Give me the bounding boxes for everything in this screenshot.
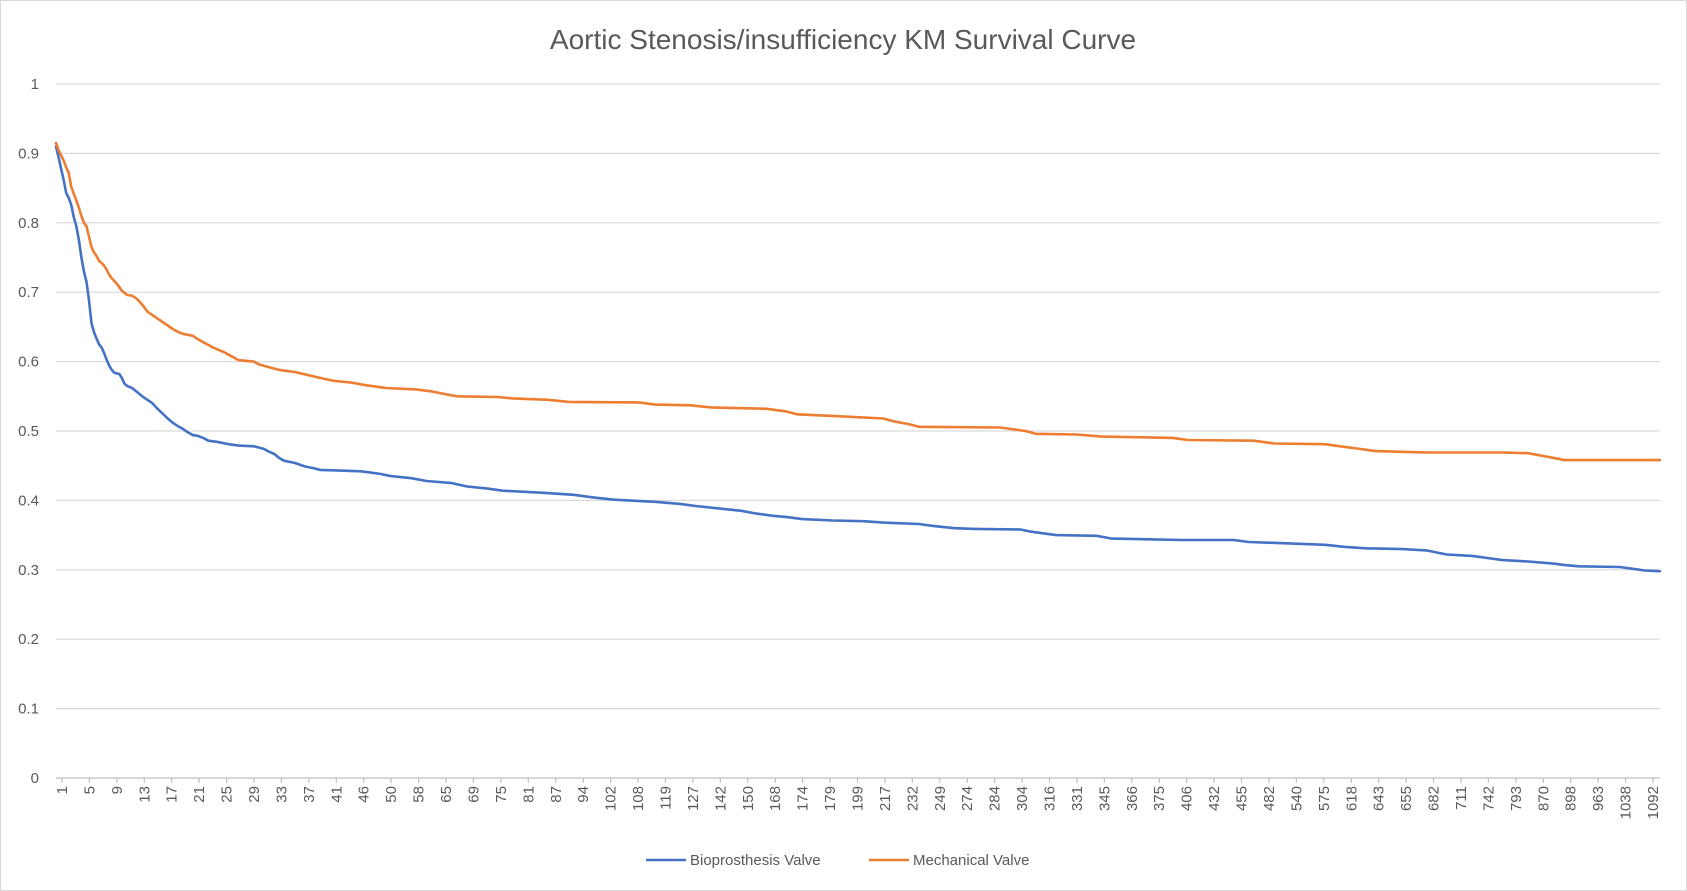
x-tick-label: 274 [959, 786, 976, 811]
x-tick-label: 540 [1288, 786, 1305, 811]
x-tick-label: 119 [657, 786, 674, 810]
x-tick-label: 482 [1261, 786, 1278, 811]
x-tick-label: 455 [1234, 786, 1251, 811]
x-tick-label: 94 [575, 786, 592, 803]
y-tick-label: 0.8 [18, 215, 39, 232]
x-tick-label: 199 [850, 786, 867, 811]
x-tick-label: 17 [164, 786, 181, 803]
x-tick-label: 643 [1371, 786, 1388, 811]
x-tick-label: 65 [438, 786, 455, 803]
x-tick-label: 232 [904, 786, 921, 811]
x-tick-label: 249 [932, 786, 949, 811]
x-tick-label: 375 [1151, 786, 1168, 811]
x-tick-label: 174 [795, 786, 812, 811]
x-tick-label: 655 [1398, 786, 1415, 811]
gridlines [56, 83, 1660, 779]
legend: Bioprosthesis Valve Mechanical Valve [646, 852, 1029, 869]
y-tick-label: 0 [31, 770, 39, 787]
y-tick-label: 0.6 [18, 354, 39, 371]
x-tick-label: 284 [987, 786, 1004, 811]
x-tick-label: 41 [328, 786, 345, 803]
x-tick-label: 331 [1069, 786, 1086, 811]
y-tick-labels: 0 0.1 0.2 0.3 0.4 0.5 0.6 0.7 0.8 0.9 1 [18, 76, 39, 787]
y-tick-label: 0.1 [18, 701, 39, 718]
x-tick-label: 75 [493, 786, 510, 803]
x-tick-label: 37 [301, 786, 318, 803]
x-tick-label: 870 [1535, 786, 1552, 811]
x-tick-label: 793 [1508, 786, 1525, 811]
x-tick-label: 69 [465, 786, 482, 803]
x-tick-label: 108 [630, 786, 647, 811]
series-line-bioprosthesis-valve [54, 145, 1662, 573]
x-tick-label: 1 [54, 786, 71, 794]
series-lines [54, 141, 1662, 573]
x-tick-label: 316 [1042, 786, 1059, 811]
y-tick-label: 0.4 [18, 492, 39, 509]
x-tick-label: 963 [1590, 786, 1607, 811]
x-tick-label: 102 [603, 786, 620, 811]
series-line-mechanical-valve [54, 141, 1662, 462]
x-tick-label: 1092 [1645, 786, 1662, 819]
x-tick-label: 81 [520, 786, 537, 803]
x-tick-label: 58 [411, 786, 428, 803]
x-tick-label: 142 [712, 786, 729, 811]
x-tick-label: 179 [822, 786, 839, 811]
x-tick-label: 46 [356, 786, 373, 803]
x-tick-label: 127 [685, 786, 702, 811]
y-tick-label: 0.5 [18, 423, 39, 440]
x-tick-label: 5 [81, 786, 98, 794]
x-tick-label: 33 [273, 786, 290, 803]
y-tick-label: 0.2 [18, 631, 39, 648]
x-tick-label: 1038 [1618, 786, 1635, 819]
x-tick-label: 575 [1316, 786, 1333, 811]
x-tick-label: 366 [1124, 786, 1141, 811]
x-tick-label: 87 [548, 786, 565, 803]
x-tick-label: 682 [1426, 786, 1443, 811]
x-tick-label: 711 [1453, 786, 1470, 810]
y-tick-label: 1 [31, 76, 39, 93]
x-tick-label: 898 [1563, 786, 1580, 811]
x-tick-label: 9 [109, 786, 126, 794]
x-tick-label: 168 [767, 786, 784, 811]
x-tick-label: 304 [1014, 786, 1031, 811]
x-tick-label: 432 [1206, 786, 1223, 811]
x-tick-label: 217 [877, 786, 894, 811]
x-tick-label: 13 [136, 786, 153, 803]
y-tick-label: 0.7 [18, 284, 39, 301]
x-tick-label: 29 [246, 786, 263, 803]
chart-title: Aortic Stenosis/insufficiency KM Surviva… [550, 24, 1136, 55]
x-tick-labels: 1 5 9 13 17 21 25 29 33 37 41 46 50 58 65 69 75 81 87 94 102… [54, 778, 1662, 819]
legend-label: Mechanical Valve [913, 852, 1029, 869]
x-tick-label: 21 [191, 786, 208, 803]
x-tick-label: 150 [740, 786, 757, 811]
x-tick-label: 618 [1343, 786, 1360, 811]
x-tick-label: 742 [1480, 786, 1497, 811]
x-tick-label: 345 [1096, 786, 1113, 811]
y-tick-label: 0.3 [18, 562, 39, 579]
x-tick-label: 25 [219, 786, 236, 803]
y-tick-label: 0.9 [18, 145, 39, 162]
x-tick-label: 406 [1179, 786, 1196, 811]
legend-label: Bioprosthesis Valve [690, 852, 821, 869]
x-tick-label: 50 [383, 786, 400, 803]
